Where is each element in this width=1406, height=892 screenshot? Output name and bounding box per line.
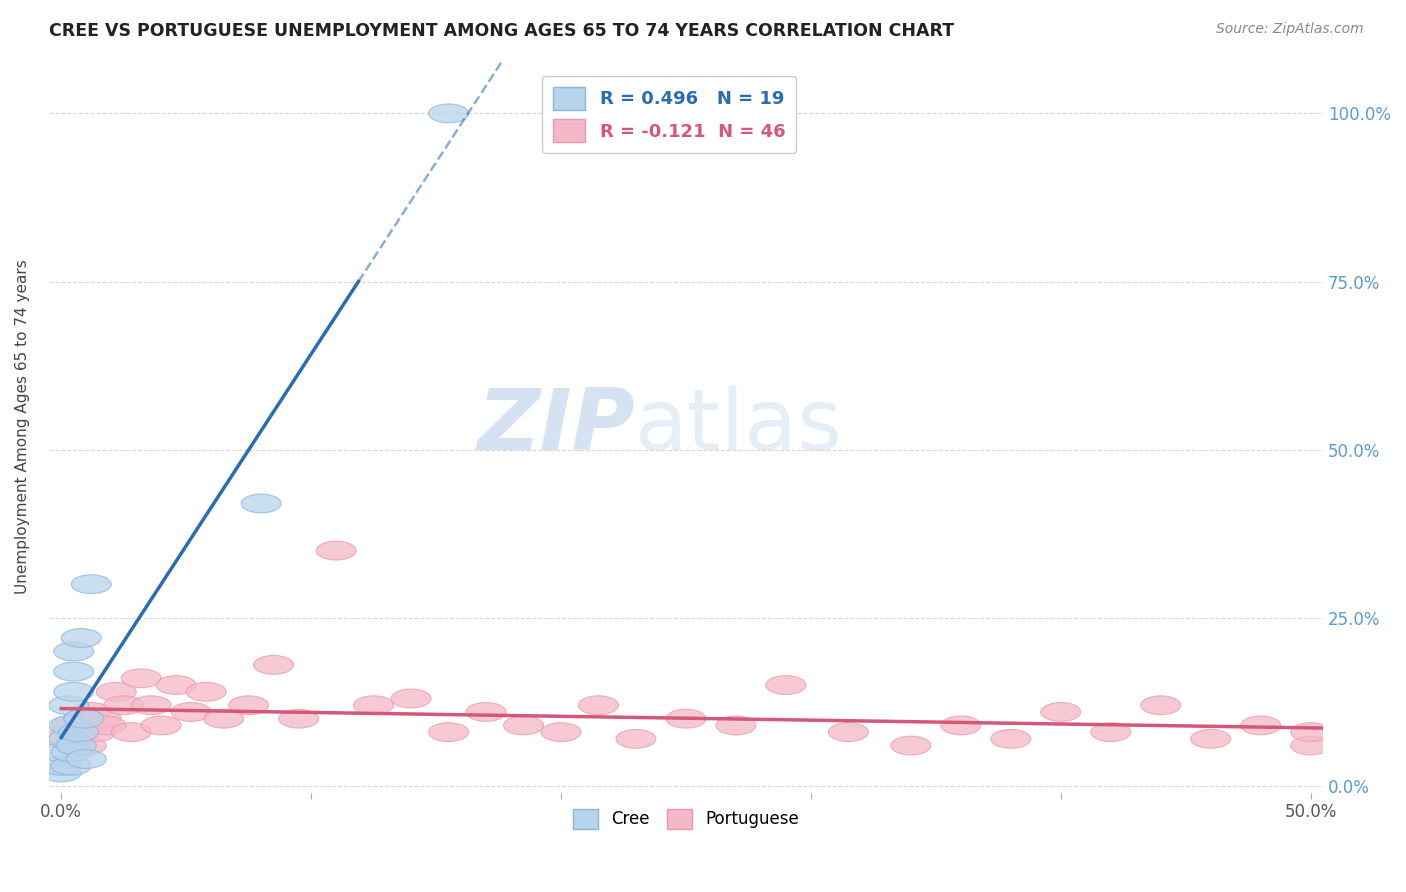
Y-axis label: Unemployment Among Ages 65 to 74 years: Unemployment Among Ages 65 to 74 years (15, 259, 30, 593)
Legend: Cree, Portuguese: Cree, Portuguese (567, 802, 806, 836)
Text: ZIP: ZIP (478, 384, 636, 467)
Text: Source: ZipAtlas.com: Source: ZipAtlas.com (1216, 22, 1364, 37)
Text: atlas: atlas (636, 384, 844, 467)
Text: CREE VS PORTUGUESE UNEMPLOYMENT AMONG AGES 65 TO 74 YEARS CORRELATION CHART: CREE VS PORTUGUESE UNEMPLOYMENT AMONG AG… (49, 22, 955, 40)
